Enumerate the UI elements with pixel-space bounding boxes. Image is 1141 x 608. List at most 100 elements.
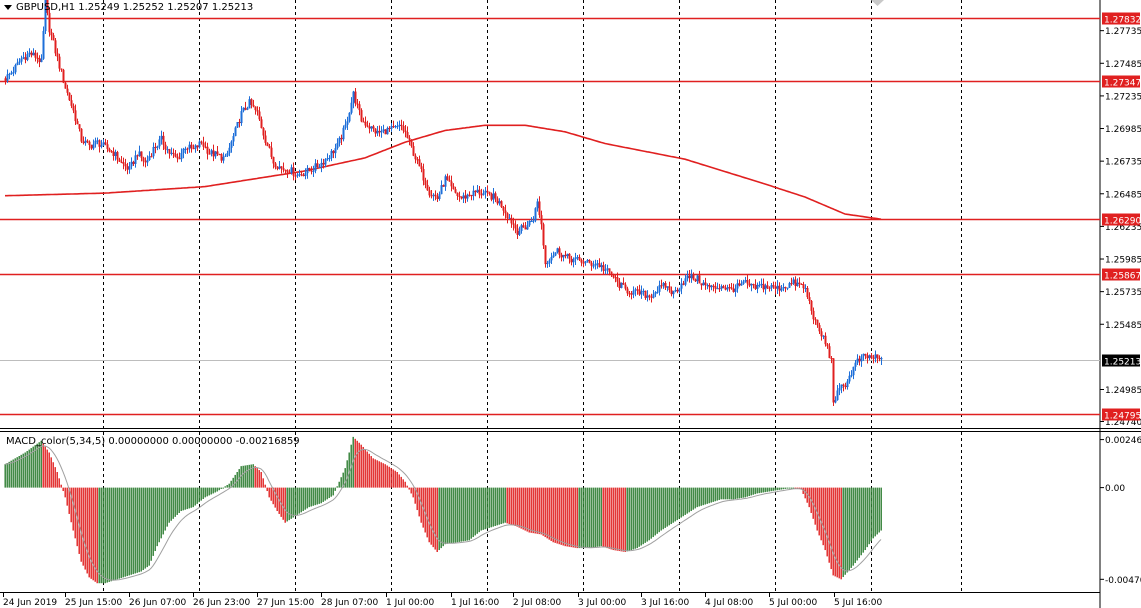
candle-body — [382, 129, 385, 131]
candle-body — [730, 287, 733, 289]
macd-bar — [318, 487, 320, 504]
macd-tick-label: 0.002461 — [1105, 436, 1141, 446]
macd-bar — [828, 487, 830, 563]
macd-bar — [404, 481, 406, 488]
macd-bar — [484, 487, 486, 530]
candle-body — [150, 156, 153, 158]
candle-body — [498, 201, 501, 204]
macd-bar — [546, 487, 548, 539]
macd-bar — [632, 487, 634, 550]
macd-bar — [776, 487, 778, 491]
candle-body — [646, 295, 649, 298]
candle-body — [574, 257, 577, 260]
candle-body — [490, 193, 493, 200]
macd-bar — [26, 451, 28, 488]
candle-body — [732, 288, 735, 292]
candle-body — [402, 126, 405, 131]
macd-bar — [550, 487, 552, 541]
candle-body — [758, 284, 761, 286]
candle-body — [712, 285, 715, 287]
macd-bar — [614, 487, 616, 551]
scroll-arrow-icon[interactable] — [871, 0, 884, 6]
candle-body — [776, 285, 779, 289]
candle-body — [562, 254, 565, 258]
macd-bar — [32, 446, 34, 488]
macd-bar — [490, 487, 492, 528]
candle-body — [204, 146, 207, 148]
macd-bar — [476, 487, 478, 534]
candle-body — [620, 282, 623, 288]
macd-bar — [564, 487, 566, 547]
macd-bar — [198, 487, 200, 503]
candle-body — [268, 146, 271, 148]
candle-body — [594, 263, 597, 266]
candle-body — [454, 189, 457, 193]
macd-bar — [586, 487, 588, 549]
candle-body — [412, 146, 415, 156]
macd-bar — [250, 464, 252, 488]
candle-body — [654, 292, 657, 295]
candle-body — [340, 137, 343, 140]
candle-body — [664, 283, 667, 288]
candle-body — [802, 284, 805, 289]
macd-bar — [228, 483, 230, 488]
macd-bar — [660, 487, 662, 531]
macd-bar — [256, 468, 258, 488]
macd-bar — [868, 487, 870, 545]
price-tick-label: 1.26485 — [1105, 190, 1141, 200]
macd-bar — [382, 463, 384, 488]
macd-bar — [468, 487, 470, 541]
candle-body — [744, 280, 747, 282]
candle-body — [214, 151, 217, 157]
candle-body — [766, 285, 769, 288]
macd-bar — [538, 487, 540, 535]
candle-body — [6, 74, 9, 81]
macd-bar — [818, 487, 820, 536]
macd-bar — [732, 487, 734, 500]
macd-bar — [96, 487, 98, 584]
macd-bar — [540, 487, 542, 535]
candle-body — [848, 375, 851, 382]
candle-body — [624, 284, 627, 289]
candle-body — [262, 128, 265, 136]
candle-body — [216, 151, 219, 155]
macd-bar — [594, 487, 596, 548]
candle-body — [228, 147, 231, 154]
macd-bar — [856, 487, 858, 561]
candle-body — [432, 194, 435, 196]
macd-bar — [4, 464, 6, 488]
candle-body — [838, 388, 841, 391]
macd-bar — [448, 487, 450, 544]
candle-body — [410, 139, 413, 147]
candle-body — [388, 127, 391, 129]
macd-bar — [418, 487, 420, 517]
macd-bar — [104, 487, 106, 584]
macd-bar — [136, 487, 138, 573]
horizontal-levels[interactable] — [0, 17, 1100, 416]
macd-bar — [162, 487, 164, 535]
macd-bar — [200, 487, 202, 501]
macd-bar — [88, 487, 90, 578]
candle-body — [794, 279, 797, 287]
candle-body — [582, 262, 585, 264]
macd-bar — [122, 487, 124, 578]
candle-body — [386, 127, 389, 135]
macd-bar — [290, 487, 292, 519]
macd-bar — [284, 487, 286, 523]
candle-body — [338, 137, 341, 144]
symbol-menu-icon[interactable] — [4, 5, 12, 10]
macd-bar — [728, 487, 730, 500]
candle-body — [168, 149, 171, 154]
macd-bar — [170, 487, 172, 521]
candle-body — [396, 126, 399, 128]
candle-body — [328, 158, 331, 160]
macd-bar — [742, 487, 744, 498]
candle-body — [694, 279, 697, 282]
candle-body — [398, 124, 401, 127]
candle-body — [464, 195, 467, 199]
candle-body — [212, 150, 215, 157]
macd-bar — [46, 449, 48, 488]
macd-bar — [90, 487, 92, 579]
macd-bar — [142, 487, 144, 571]
